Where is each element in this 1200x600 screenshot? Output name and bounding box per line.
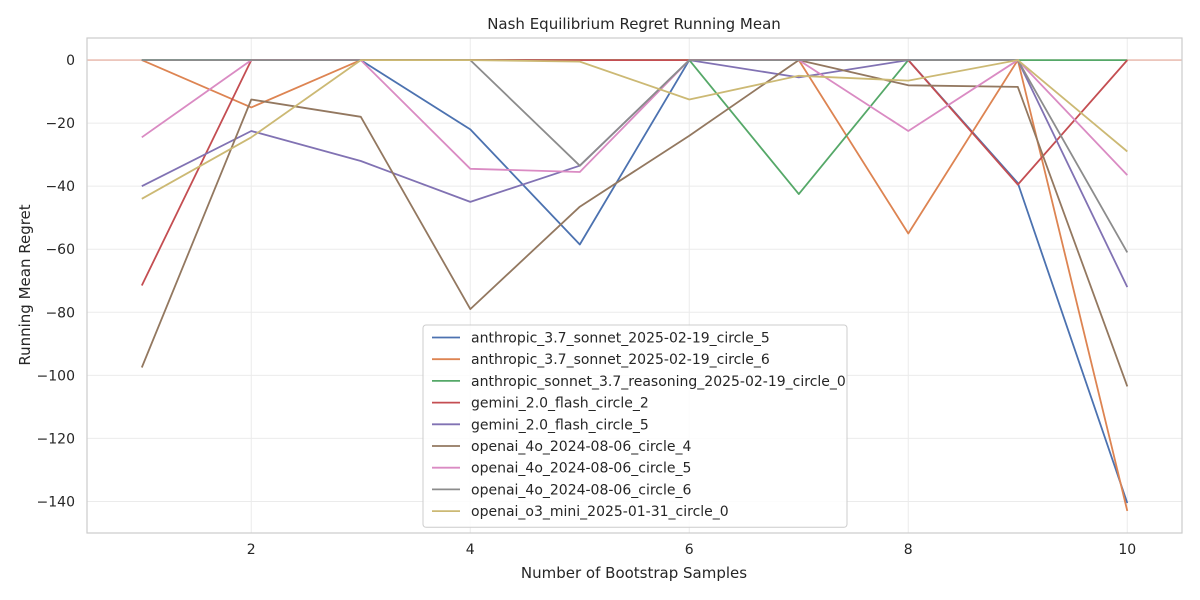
y-tick-label: −120 — [37, 431, 75, 447]
x-tick-label: 6 — [685, 542, 694, 558]
y-tick-labels: 0 −20 −40 −60 −80 −100 −120 −140 — [37, 53, 75, 510]
legend-entry: gemini_2.0_flash_circle_2 — [471, 396, 649, 412]
plot-frame — [86, 37, 1183, 534]
y-tick-label: −40 — [45, 179, 75, 195]
chart-title: Nash Equilibrium Regret Running Mean — [487, 15, 781, 33]
legend-entry: anthropic_3.7_sonnet_2025-02-19_circle_5 — [471, 331, 770, 347]
y-tick-label: −20 — [45, 116, 75, 132]
series-line-4 — [140, 59, 1128, 286]
legend: anthropic_3.7_sonnet_2025-02-19_circle_5… — [422, 324, 848, 528]
x-tick-label: 2 — [247, 542, 256, 558]
legend-entry: anthropic_3.7_sonnet_2025-02-19_circle_6 — [471, 352, 770, 368]
y-tick-label: −140 — [37, 494, 75, 510]
x-tick-label: 10 — [1118, 542, 1136, 558]
legend-entry: anthropic_sonnet_3.7_reasoning_2025-02-1… — [471, 374, 846, 390]
legend-entry: openai_4o_2024-08-06_circle_5 — [471, 461, 691, 477]
y-tick-label: −60 — [45, 242, 75, 258]
series-line-7 — [141, 59, 1128, 176]
x-tick-label: 4 — [466, 542, 475, 558]
series-lines — [140, 59, 1129, 512]
x-axis-label: Number of Bootstrap Samples — [521, 564, 747, 582]
series-line-6 — [140, 59, 1129, 387]
x-tick-label: 8 — [904, 542, 913, 558]
legend-entry: openai_4o_2024-08-06_circle_6 — [471, 482, 691, 498]
series-line-9 — [141, 59, 1128, 200]
series-line-8 — [141, 59, 1129, 253]
y-tick-label: −100 — [37, 368, 75, 384]
legend-box — [422, 324, 848, 528]
series-line-5 — [141, 59, 1129, 288]
y-axis-label: Running Mean Regret — [16, 204, 34, 365]
x-tick-labels: 2 4 6 8 10 — [247, 542, 1136, 558]
y-tick-label: −80 — [45, 305, 75, 321]
legend-entry: openai_o3_mini_2025-01-31_circle_0 — [471, 504, 729, 520]
legend-entry: gemini_2.0_flash_circle_5 — [471, 417, 649, 433]
legend-entry: openai_4o_2024-08-06_circle_4 — [471, 439, 691, 455]
y-tick-label: 0 — [66, 53, 75, 69]
